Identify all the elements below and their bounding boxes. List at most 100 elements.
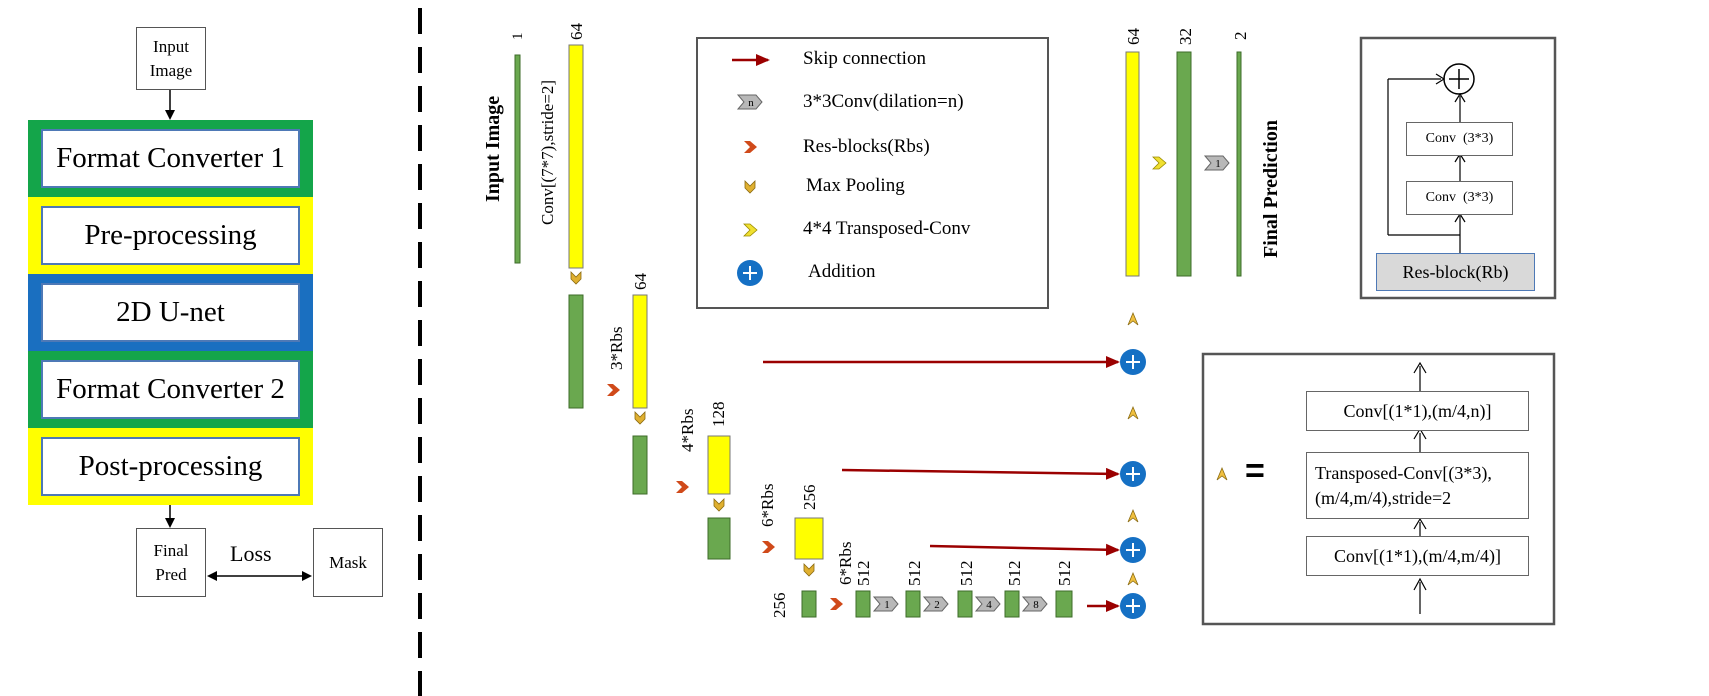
input-image-label: Input Image	[149, 36, 193, 80]
upblock-conv-top: Conv[(1*1),(m/4,n)]	[1306, 391, 1529, 431]
channel-label: 512	[905, 561, 924, 587]
stage-2d-unet: 2D U-net	[28, 274, 313, 351]
legend-resblock-icon	[744, 141, 757, 153]
stage-format-converter-2: Format Converter 2	[28, 351, 313, 428]
legend-transposed-icon	[743, 223, 758, 237]
channel-label: 32	[1176, 28, 1195, 45]
maxpool-icon	[570, 271, 582, 285]
up1-feature-map	[1125, 51, 1140, 277]
dilated-feature-map	[905, 590, 921, 618]
legend-resblock-label: Res-blocks(Rbs)	[803, 136, 930, 157]
input-image-title: Input Image	[482, 96, 504, 202]
upsample-icon	[1127, 312, 1139, 326]
input-image-box: Input Image	[136, 27, 206, 90]
svg-text:1: 1	[884, 599, 890, 611]
final-pred-label: Final Pred	[153, 540, 189, 584]
resblock-box	[1359, 36, 1557, 300]
legend-addition-icon	[737, 260, 763, 286]
maxpool-icon	[634, 411, 646, 425]
channel-label: 128	[709, 402, 728, 428]
pipeline-arrows	[165, 8, 422, 696]
maxpool-icon	[713, 498, 725, 512]
stage-format-converter-1: Format Converter 1	[28, 120, 313, 197]
channel-label: 256	[800, 485, 819, 511]
upsample-icon	[1127, 572, 1139, 586]
upsample-icon	[1127, 406, 1139, 420]
dilated-feature-map	[957, 590, 973, 618]
channel-label: 64	[567, 23, 586, 41]
upblock-conv-bottom: Conv[(1*1),(m/4,m/4)]	[1306, 536, 1529, 576]
stage-post-processing: Post-processing	[28, 428, 313, 505]
mask-box: Mask	[313, 528, 383, 597]
legend-dilation-icon: n	[736, 94, 763, 110]
channel-label: 512	[957, 561, 976, 587]
resblock-conv-bottom: Conv (3*3)	[1406, 181, 1513, 215]
stage-label: Format Converter 1	[56, 142, 285, 174]
dilation-icon: 1	[872, 596, 899, 612]
legend-transposed-label: 4*4 Transposed-Conv	[803, 218, 971, 239]
channel-label: 64	[1124, 28, 1143, 46]
conv1-feature-map	[568, 44, 584, 269]
dilation-icon: 8	[1021, 596, 1048, 612]
legend-maxpool-label: Max Pooling	[806, 175, 905, 196]
channel-label: 512	[1005, 561, 1024, 587]
addition-icon	[1120, 461, 1146, 487]
legend-conv-dilation-label: 3*3Conv(dilation=n)	[803, 91, 964, 112]
stage-label-6rbs-b: 6*Rbs	[836, 542, 855, 585]
channel-label: 1	[510, 33, 526, 41]
resblock-addition-icon	[1443, 63, 1475, 95]
addition-icon	[1120, 537, 1146, 563]
svg-text:2: 2	[934, 599, 940, 611]
first-conv-label: Conv[(7*7),stride=2]	[538, 80, 557, 225]
upblock-transposed-conv: Transposed-Conv[(3*3), (m/4,m/4),stride=…	[1306, 452, 1529, 519]
dilation-icon: 1	[1203, 155, 1230, 171]
channel-label: 256	[770, 593, 789, 619]
channel-label: 512	[1055, 561, 1074, 587]
legend-skip-label: Skip connection	[803, 48, 926, 69]
rbs6-feature-map	[794, 517, 824, 560]
dilated-feature-map	[855, 590, 871, 618]
resblock-icon	[676, 481, 689, 493]
legend-addition-label: Addition	[808, 261, 876, 282]
loss-label: Loss	[230, 541, 272, 566]
skip-connection-arrow	[929, 543, 1120, 556]
addition-icon	[1120, 593, 1146, 619]
resblock-icon	[607, 384, 620, 396]
stage-pre-processing: Pre-processing	[28, 197, 313, 274]
rbs3-feature-map	[632, 294, 648, 409]
transposed-conv-icon	[1152, 156, 1167, 170]
upsample-icon	[1127, 509, 1139, 523]
stage-label: 2D U-net	[116, 296, 225, 328]
upblock-box	[1201, 352, 1556, 626]
resblock-label-box: Res-block(Rb)	[1376, 253, 1535, 291]
resblock-icon	[830, 598, 843, 610]
channel-label: 64	[631, 273, 650, 291]
maxpool-icon	[803, 563, 815, 577]
dilation-icon: 4	[974, 596, 1001, 612]
stage-label: Pre-processing	[84, 219, 257, 251]
pool1-feature-map	[568, 294, 584, 409]
upblock-equals: =	[1245, 452, 1265, 490]
svg-text:n: n	[748, 97, 754, 109]
stage-label-6rbs-a: 6*Rbs	[758, 484, 777, 527]
upblock-upsample-icon	[1216, 467, 1228, 481]
pool3-feature-map	[707, 517, 731, 560]
skip-connection-arrow	[841, 467, 1120, 480]
resblock-conv-top: Conv (3*3)	[1406, 122, 1513, 156]
rbs4-feature-map	[707, 435, 731, 495]
dilation-icon: 2	[922, 596, 949, 612]
addition-icon	[1120, 349, 1146, 375]
bottleneck-feature-map	[801, 590, 817, 618]
input-feature-map	[514, 54, 521, 264]
stage-label-3rbs: 3*Rbs	[607, 327, 626, 370]
legend-box	[696, 37, 1049, 309]
mask-label: Mask	[329, 552, 367, 572]
stage-label-4rbs: 4*Rbs	[678, 409, 697, 452]
pool2-feature-map	[632, 435, 648, 495]
channel-label: 2	[1231, 32, 1250, 41]
legend-maxpool-icon	[744, 180, 756, 194]
resblock-icon	[762, 541, 775, 553]
stage-label: Format Converter 2	[56, 373, 285, 405]
dilated-feature-map	[1004, 590, 1020, 618]
